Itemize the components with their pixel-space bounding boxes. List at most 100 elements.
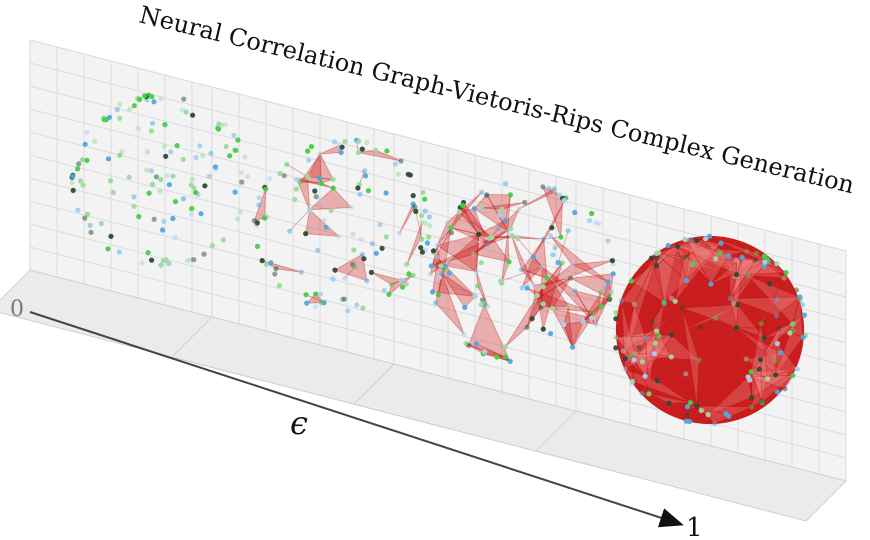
neuron: [210, 243, 215, 248]
neuron: [336, 234, 341, 239]
neuron: [713, 256, 718, 261]
neuron: [356, 150, 361, 155]
neuron: [339, 150, 344, 155]
neuron: [149, 128, 154, 133]
neuron: [611, 271, 616, 276]
neuron: [749, 404, 754, 409]
neuron: [233, 190, 238, 195]
neuron: [197, 143, 202, 148]
neuron: [570, 345, 575, 350]
neuron: [404, 262, 409, 267]
neuron: [132, 103, 137, 108]
neuron: [360, 305, 365, 310]
neuron: [726, 414, 731, 419]
neuron: [653, 341, 658, 346]
neuron: [330, 276, 335, 281]
neuron: [607, 296, 612, 301]
neuron: [149, 168, 154, 173]
neuron: [656, 250, 661, 255]
neuron: [190, 113, 195, 118]
neuron: [436, 292, 441, 297]
neuron: [787, 330, 792, 335]
neuron: [352, 264, 357, 269]
neuron: [200, 153, 205, 158]
neuron: [131, 194, 136, 199]
neuron: [428, 272, 433, 277]
neuron: [427, 223, 432, 228]
neuron: [149, 258, 154, 263]
neuron: [784, 270, 789, 275]
neuron: [609, 290, 614, 295]
neuron: [117, 102, 122, 107]
neuron: [324, 225, 329, 230]
neuron: [650, 319, 655, 324]
neuron: [304, 301, 309, 306]
neuron: [694, 238, 699, 243]
neuron: [762, 260, 767, 265]
neuron: [698, 325, 703, 330]
axis-end: 1: [686, 513, 703, 540]
neuron: [610, 258, 615, 263]
neuron: [479, 190, 484, 195]
neuron: [499, 207, 504, 212]
neuron: [426, 235, 431, 240]
neuron: [568, 276, 573, 281]
neuron: [75, 166, 80, 171]
neuron: [181, 97, 186, 102]
neuron: [519, 285, 524, 290]
neuron: [666, 401, 671, 406]
neuron: [629, 353, 634, 358]
neuron: [369, 270, 374, 275]
neuron: [406, 271, 411, 276]
neuron: [550, 306, 555, 311]
neuron: [636, 345, 641, 350]
neuron: [366, 188, 371, 193]
neuron: [619, 298, 624, 303]
axis-label: ϵ: [290, 404, 308, 442]
neuron: [532, 298, 537, 303]
neuron: [474, 341, 479, 346]
neuron: [76, 161, 81, 166]
neuron: [170, 174, 175, 179]
neuron: [319, 300, 324, 305]
neuron: [581, 319, 586, 324]
neuron: [430, 289, 435, 294]
neuron: [374, 251, 379, 256]
neuron: [765, 376, 770, 381]
neuron: [449, 230, 454, 235]
neuron: [364, 278, 369, 283]
neuron: [797, 294, 802, 299]
neuron: [613, 316, 618, 321]
neuron: [431, 248, 436, 253]
neuron: [84, 158, 89, 163]
neuron: [734, 272, 739, 277]
neuron: [284, 162, 289, 167]
neuron: [397, 231, 402, 236]
neuron: [181, 157, 186, 162]
neuron: [396, 172, 401, 177]
neuron: [384, 234, 389, 239]
neuron: [350, 232, 355, 237]
neuron: [307, 207, 312, 212]
neuron: [309, 144, 314, 149]
neuron: [399, 278, 404, 283]
neuron: [305, 174, 310, 179]
neuron: [70, 174, 75, 179]
neuron: [795, 366, 800, 371]
neuron: [117, 249, 122, 254]
neuron: [356, 139, 361, 144]
neuron: [531, 254, 536, 259]
neuron: [775, 341, 780, 346]
neuron: [427, 214, 432, 219]
neuron: [235, 216, 240, 221]
neuron: [548, 331, 553, 336]
neuron: [88, 230, 93, 235]
neuron: [115, 107, 120, 112]
neuron: [539, 264, 544, 269]
neuron: [679, 305, 684, 310]
neuron: [245, 174, 250, 179]
neuron: [479, 260, 484, 265]
neuron: [194, 155, 199, 160]
neuron: [331, 186, 336, 191]
neuron: [794, 287, 799, 292]
